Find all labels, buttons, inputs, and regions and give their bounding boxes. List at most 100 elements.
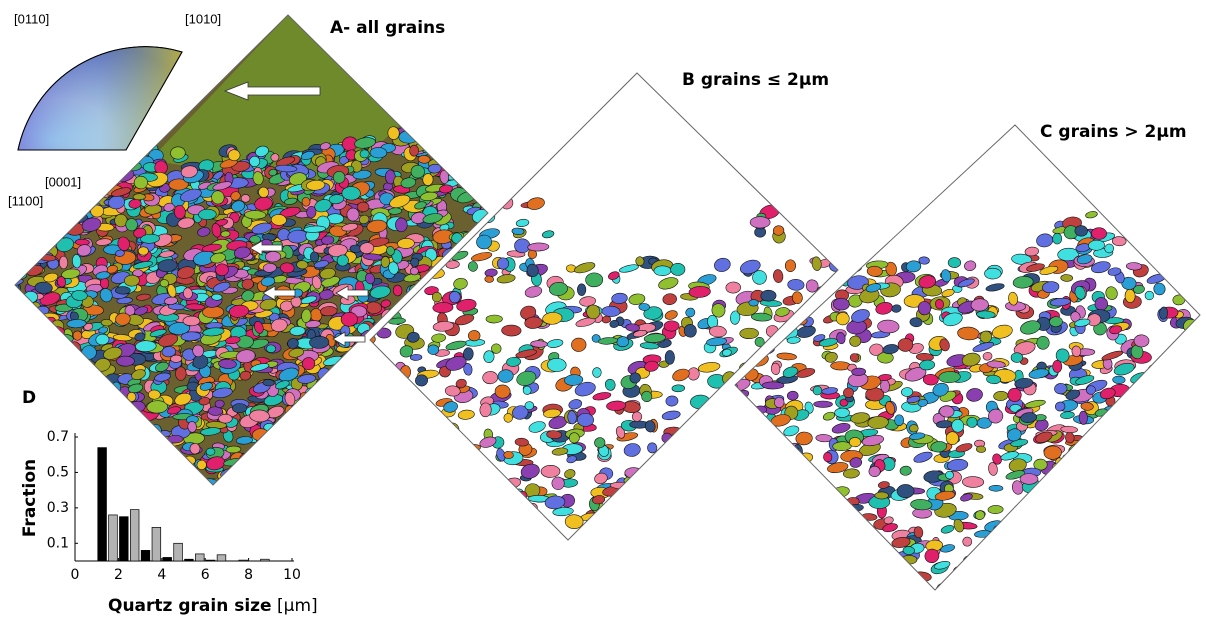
grain: [894, 414, 905, 427]
grain: [290, 432, 306, 448]
grain: [254, 196, 273, 211]
x-tick-label: 6: [201, 567, 210, 583]
grain: [319, 267, 336, 280]
grain: [420, 318, 433, 327]
grain: [1144, 290, 1155, 301]
grain: [157, 259, 178, 273]
grain: [504, 477, 522, 489]
grain: [662, 293, 677, 306]
grain: [1095, 462, 1118, 475]
grain: [293, 422, 311, 437]
grain: [568, 399, 583, 410]
grain: [274, 164, 298, 173]
grain: [255, 145, 269, 157]
grain: [690, 453, 701, 464]
x-tick-label: 4: [157, 567, 166, 583]
grain: [249, 235, 261, 244]
grain: [268, 168, 278, 177]
grain: [524, 285, 543, 298]
grain: [66, 319, 87, 329]
grain: [731, 401, 753, 412]
x-tick-label: 8: [244, 567, 253, 583]
grain: [180, 165, 198, 178]
grain: [74, 238, 90, 246]
grain: [106, 161, 124, 174]
grain: [167, 303, 185, 311]
grain: [257, 447, 269, 460]
grain: [911, 571, 932, 582]
grain: [663, 320, 680, 332]
grain: [146, 400, 168, 414]
grain: [329, 407, 340, 423]
grain: [1133, 334, 1150, 348]
grain: [774, 396, 785, 408]
grain: [388, 261, 399, 275]
grain: [159, 279, 169, 288]
bar: [119, 516, 129, 562]
grain: [1074, 493, 1086, 506]
grain: [963, 588, 978, 590]
grain: [298, 404, 310, 415]
grain: [1086, 385, 1096, 395]
grain: [198, 397, 211, 406]
grain: [219, 158, 238, 169]
grain: [387, 126, 400, 140]
grain: [586, 304, 601, 320]
grain: [376, 327, 392, 339]
grain: [260, 451, 276, 462]
grain: [247, 517, 257, 524]
grain: [671, 384, 685, 393]
grain: [279, 262, 295, 274]
grain: [296, 260, 309, 270]
grain: [110, 187, 132, 197]
grain: [288, 441, 300, 450]
grain: [301, 400, 312, 414]
grain: [1066, 455, 1089, 464]
panel-label: D: [22, 388, 36, 408]
bar: [216, 554, 227, 562]
grain: [79, 149, 97, 160]
grain: [1118, 443, 1128, 456]
grain: [415, 312, 434, 325]
grain: [15, 245, 16, 256]
grain: [265, 443, 279, 456]
grain: [1046, 497, 1058, 507]
grain: [687, 442, 709, 458]
grain: [180, 188, 202, 202]
grain: [665, 395, 679, 407]
grain: [382, 350, 397, 365]
x-axis-label: Quartz grain size [μm]: [108, 596, 318, 616]
grain: [987, 505, 1004, 514]
grain: [270, 318, 288, 332]
grain: [289, 427, 301, 435]
grain: [1036, 335, 1050, 350]
grain: [730, 310, 741, 325]
grain: [102, 171, 122, 180]
grain: [235, 349, 256, 364]
grain: [643, 486, 656, 501]
grain: [128, 383, 144, 394]
grain: [988, 557, 1003, 570]
grain: [90, 204, 105, 218]
grain: [0, 250, 12, 266]
grain: [231, 200, 245, 212]
grain: [0, 224, 2, 232]
grain: [946, 458, 969, 472]
grain: [1111, 424, 1132, 435]
grain: [466, 287, 481, 296]
grain: [1001, 538, 1013, 552]
grain: [672, 471, 691, 482]
grain: [743, 413, 766, 425]
grain: [22, 241, 42, 255]
grain: [54, 201, 68, 217]
grain: [1102, 469, 1117, 480]
grain: [1056, 528, 1068, 535]
grain: [1194, 363, 1200, 377]
grain: [249, 409, 270, 423]
grain: [749, 216, 771, 229]
grain: [202, 305, 225, 319]
grain: [723, 421, 739, 434]
grain: [600, 526, 619, 536]
grain: [236, 478, 252, 485]
grain: [1024, 523, 1046, 538]
